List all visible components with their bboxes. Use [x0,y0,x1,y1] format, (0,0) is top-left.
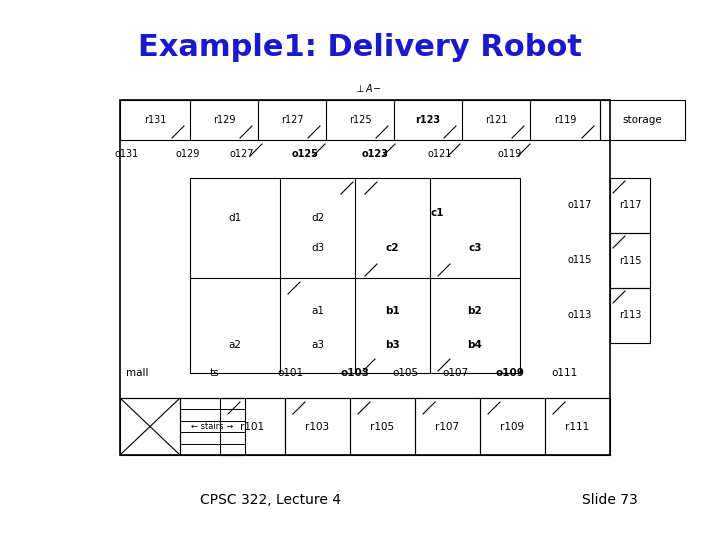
Bar [285,398,350,455]
Text: b4: b4 [467,340,482,349]
Text: o123: o123 [361,149,388,159]
Bar [610,233,650,288]
Text: o119: o119 [498,149,522,159]
Text: $\perp$A$-$: $\perp$A$-$ [355,82,381,94]
Text: d3: d3 [311,243,324,253]
Text: c3: c3 [468,243,482,253]
Bar [600,100,685,140]
Text: r113: r113 [618,310,642,321]
Text: o127: o127 [230,149,254,159]
Bar [610,178,650,233]
Text: storage: storage [623,115,662,125]
Text: o105: o105 [392,368,418,378]
Text: o101: o101 [277,368,303,378]
Text: d2: d2 [311,213,324,223]
Text: ← stairs →: ← stairs → [192,422,233,431]
Bar [120,398,180,455]
Text: b2: b2 [467,306,482,316]
Text: r119: r119 [554,115,576,125]
Text: r115: r115 [618,255,642,266]
Text: a3: a3 [311,340,324,349]
Text: ts: ts [210,368,220,378]
Bar [480,398,545,455]
Bar [120,100,610,455]
Text: o129: o129 [176,149,200,159]
Text: r103: r103 [305,422,330,431]
Text: r107: r107 [436,422,459,431]
Text: o125: o125 [292,149,318,159]
Text: o131: o131 [115,149,139,159]
Text: r123: r123 [415,115,441,125]
Text: o103: o103 [341,368,369,378]
Text: d1: d1 [228,213,242,223]
Text: r121: r121 [485,115,508,125]
Text: CPSC 322, Lecture 4: CPSC 322, Lecture 4 [199,493,341,507]
Text: r105: r105 [370,422,395,431]
Bar [190,178,520,373]
Text: o111: o111 [552,368,578,378]
Text: r109: r109 [500,422,525,431]
Text: o109: o109 [495,368,524,378]
Text: a2: a2 [228,340,241,349]
Bar [610,288,650,343]
Text: o117: o117 [568,200,592,210]
Text: r117: r117 [618,200,642,211]
Text: a1: a1 [311,306,324,316]
Bar [350,398,415,455]
Text: o121: o121 [428,149,452,159]
Text: r129: r129 [212,115,235,125]
Text: b3: b3 [385,340,400,349]
Text: o107: o107 [442,368,468,378]
Text: r111: r111 [565,422,590,431]
Text: c2: c2 [386,243,400,253]
Text: Slide 73: Slide 73 [582,493,638,507]
Text: r125: r125 [348,115,372,125]
Text: Example1: Delivery Robot: Example1: Delivery Robot [138,33,582,63]
Text: r101: r101 [240,422,264,431]
Text: b1: b1 [385,306,400,316]
Text: r127: r127 [281,115,303,125]
Bar [120,100,600,140]
Text: o113: o113 [568,310,592,320]
Bar [220,398,285,455]
Text: c1: c1 [431,208,444,218]
Bar [545,398,610,455]
Text: mall: mall [126,368,148,378]
Text: r131: r131 [144,115,166,125]
Bar [415,398,480,455]
Bar [180,398,245,455]
Text: o115: o115 [568,255,592,265]
